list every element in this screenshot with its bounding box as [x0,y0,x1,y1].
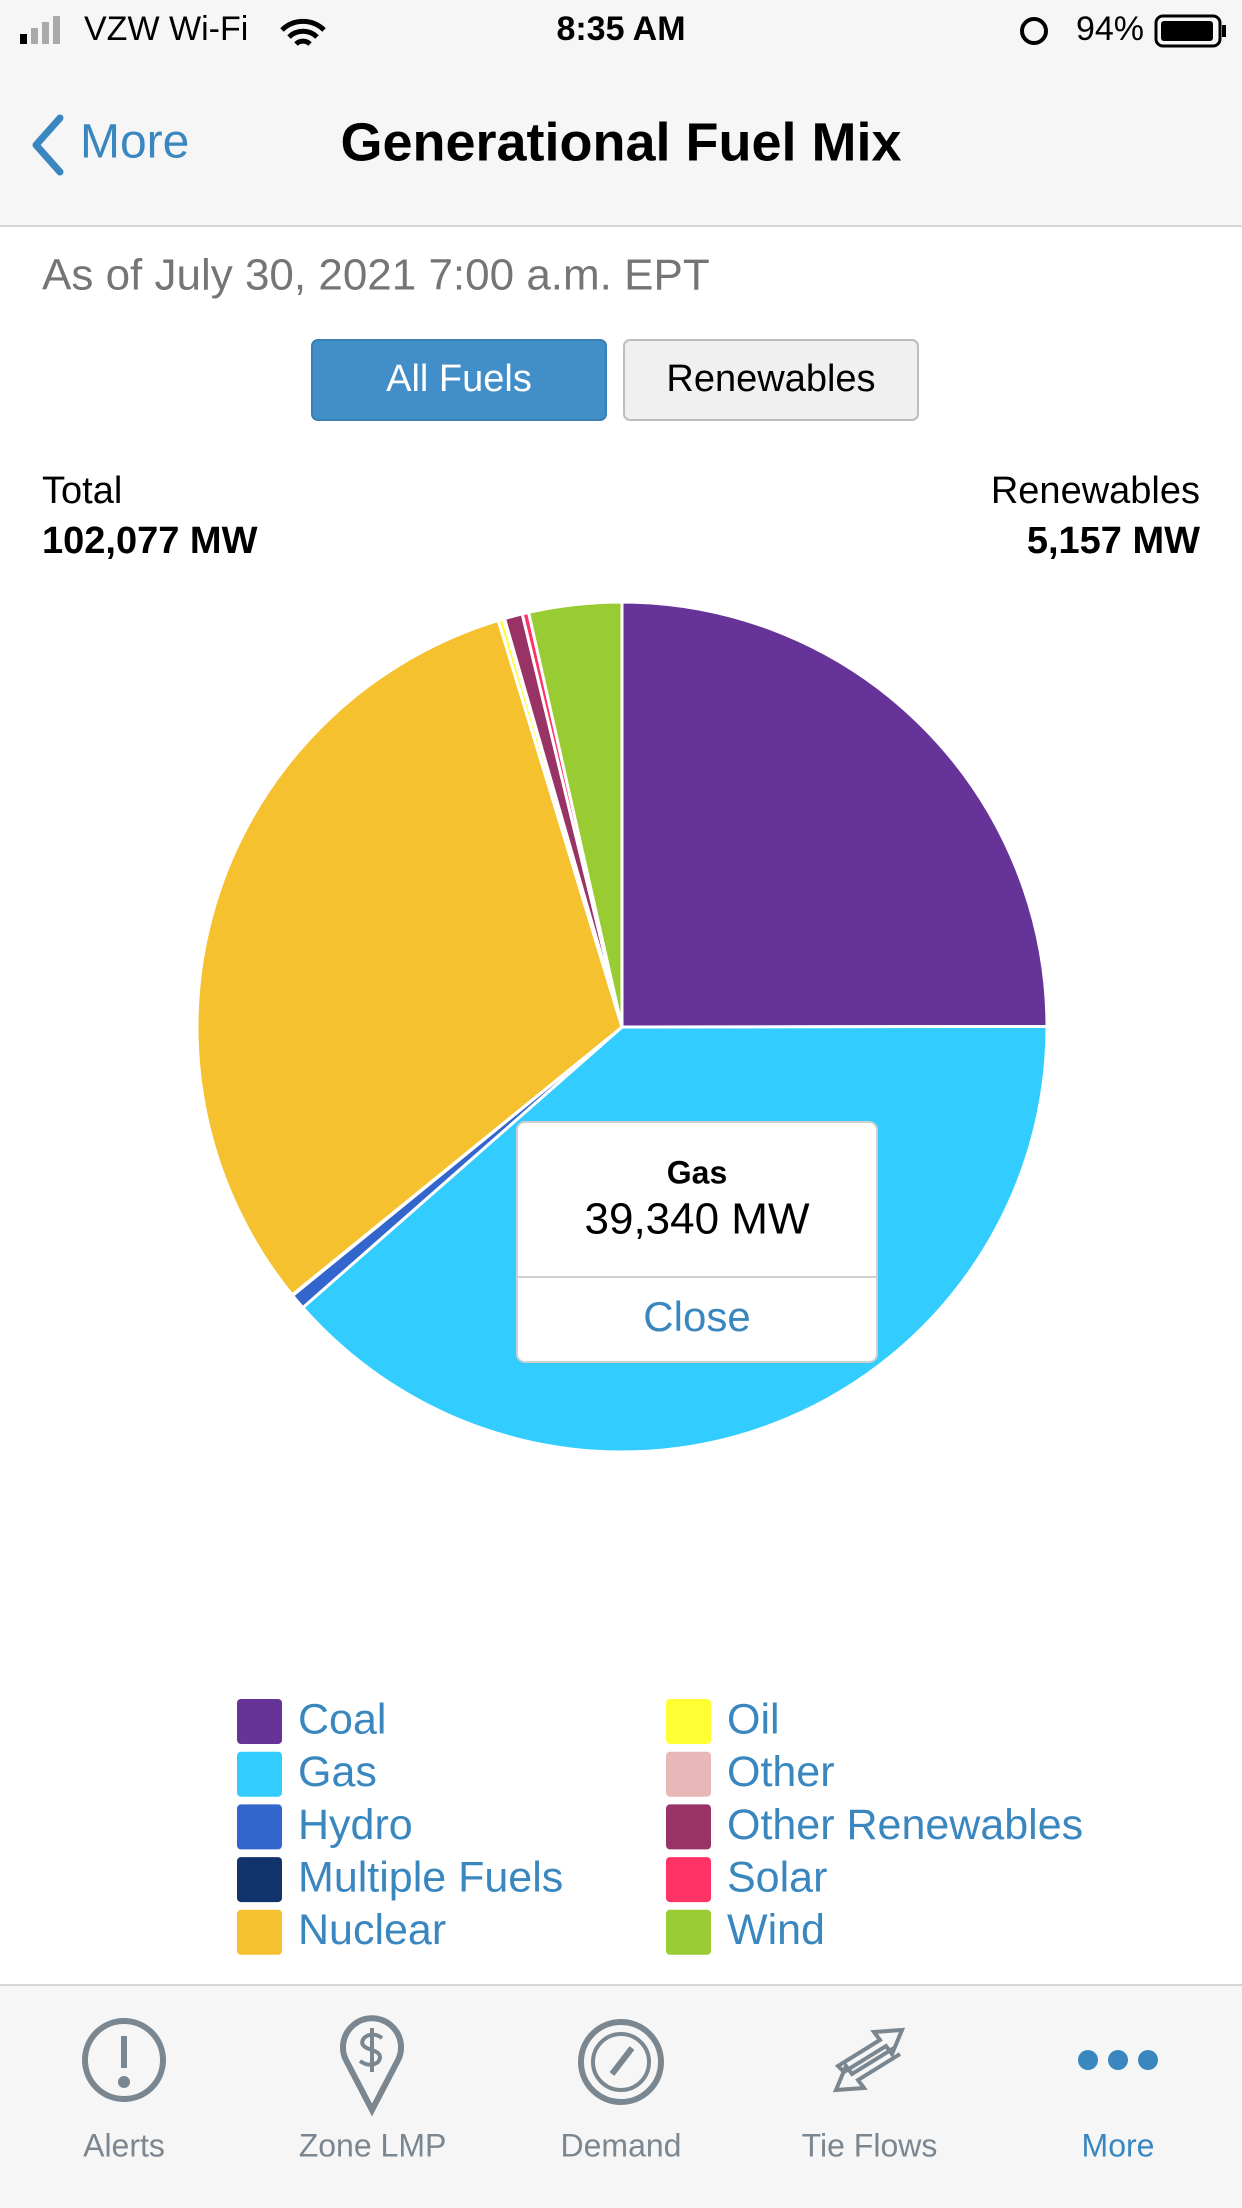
legend-label[interactable]: Solar [727,1853,827,1901]
zone-lmp-icon[interactable] [340,2015,404,2117]
back-chevron[interactable] [32,114,64,176]
wifi-icon [280,18,326,46]
tooltip: Gas 39,340 MW Close [516,1121,878,1363]
tab-label[interactable]: Tie Flows [802,2127,938,2163]
pie-slice[interactable] [526,600,624,1028]
nav-title: Generational Fuel Mix [340,112,901,172]
legend-label[interactable]: Oil [727,1695,780,1743]
legend-label[interactable]: Hydro [298,1801,413,1849]
total-value: 102,077 MW [42,520,258,562]
tab-labels: Alerts Zone LMP Demand Tie Flows More [83,2127,1154,2163]
more-icon[interactable] [1078,2050,1158,2070]
total-label: Total [42,470,122,512]
renewables-value: 5,157 MW [1027,520,1200,562]
legend-swatch[interactable] [666,1857,711,1903]
tab-label[interactable]: Demand [561,2127,682,2163]
tab-icons [82,2015,1158,2117]
legend-label[interactable]: Coal [298,1695,386,1743]
pie-slice[interactable] [620,600,1049,1029]
tie-flows-icon[interactable] [832,2027,906,2093]
legend-swatch[interactable] [666,1804,711,1850]
toggle-label[interactable]: Renewables [666,358,875,400]
tab-label[interactable]: Alerts [83,2127,165,2163]
legend-swatch[interactable] [237,1857,282,1903]
battery-icon [1154,14,1226,48]
as-of-date: As of July 30, 2021 7:00 a.m. EPT [42,251,710,300]
toggle-label[interactable]: All Fuels [386,358,532,400]
battery-percent: 94% [1076,10,1144,48]
tooltip-title: Gas [667,1154,727,1190]
signal-icon [20,16,60,44]
tooltip-box [516,1121,878,1363]
legend-swatch[interactable] [237,1751,282,1797]
legend-label[interactable]: Nuclear [298,1906,446,1954]
alerts-icon[interactable] [82,2018,166,2102]
legend-swatch[interactable] [237,1909,282,1955]
toggle-renewables[interactable] [623,339,919,421]
legend-label[interactable]: Multiple Fuels [298,1853,563,1901]
lock-icon [1020,17,1048,45]
legend-label[interactable]: Gas [298,1748,377,1796]
clock: 8:35 AM [556,10,685,48]
legend-label[interactable]: Wind [727,1906,825,1954]
demand-icon[interactable] [578,2019,664,2105]
header-bg [0,0,1242,226]
legend-label[interactable]: Other [727,1748,835,1796]
tooltip-value: 39,340 MW [585,1195,810,1244]
carrier: VZW Wi-Fi [84,10,248,48]
tooltip-close[interactable]: Close [643,1293,750,1340]
tab-bar [0,1985,1242,2208]
tab-label[interactable]: Zone LMP [299,2127,447,2163]
legend-swatch[interactable] [666,1909,711,1955]
back-button[interactable]: More [80,116,189,169]
legend-swatch[interactable] [666,1751,711,1797]
pie-slice[interactable] [195,618,624,1298]
legend-swatch[interactable] [666,1699,711,1744]
legend-label[interactable]: Other Renewables [727,1801,1083,1849]
legend-swatch[interactable] [237,1699,282,1744]
tab-label[interactable]: More [1082,2127,1155,2163]
toggle-all-fuels[interactable] [311,339,607,421]
renewables-label: Renewables [991,470,1200,512]
legend-swatch[interactable] [237,1804,282,1850]
